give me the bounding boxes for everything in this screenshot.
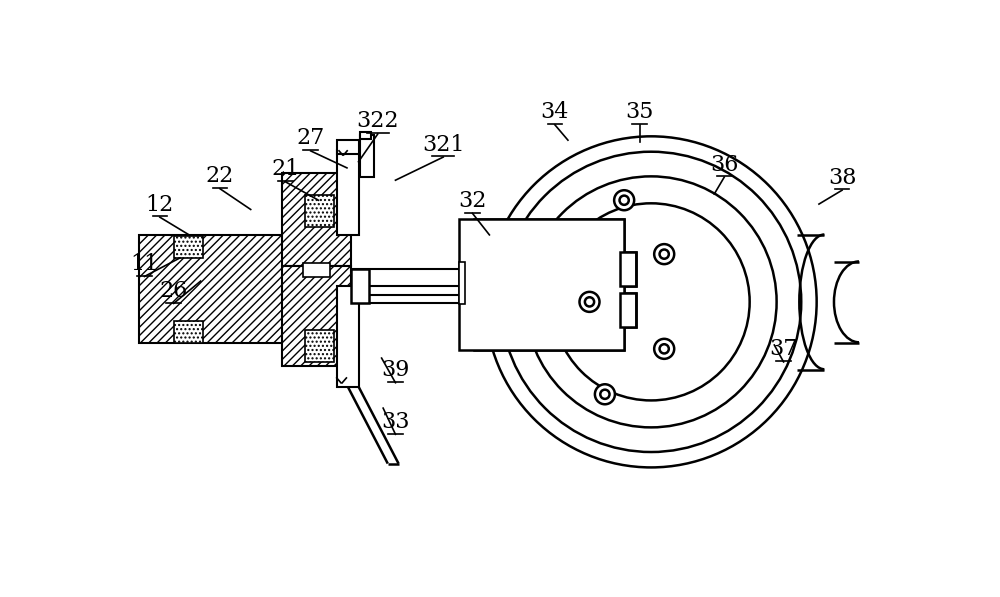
Bar bbox=[620, 252, 636, 287]
Bar bbox=[303, 263, 330, 277]
Text: 322: 322 bbox=[356, 110, 399, 133]
Bar bbox=[337, 140, 358, 154]
Bar bbox=[474, 262, 480, 304]
Text: 321: 321 bbox=[422, 134, 464, 156]
Text: 32: 32 bbox=[458, 190, 487, 212]
Text: 11: 11 bbox=[130, 253, 159, 275]
Text: 35: 35 bbox=[625, 101, 654, 123]
Bar bbox=[474, 220, 624, 350]
Text: 39: 39 bbox=[381, 359, 410, 381]
Bar bbox=[305, 330, 334, 362]
Circle shape bbox=[501, 152, 801, 452]
Text: 36: 36 bbox=[710, 153, 738, 176]
Text: 38: 38 bbox=[828, 167, 856, 189]
Text: 34: 34 bbox=[541, 101, 569, 123]
Text: 26: 26 bbox=[160, 280, 188, 302]
Text: 37: 37 bbox=[769, 338, 798, 361]
Circle shape bbox=[654, 339, 674, 359]
Bar bbox=[305, 195, 334, 227]
Circle shape bbox=[526, 176, 777, 427]
Circle shape bbox=[654, 244, 674, 264]
Bar bbox=[282, 173, 351, 266]
Bar bbox=[620, 293, 636, 327]
Circle shape bbox=[620, 196, 629, 205]
Text: 22: 22 bbox=[206, 165, 234, 187]
Bar bbox=[620, 293, 636, 327]
Circle shape bbox=[595, 384, 615, 404]
Text: 12: 12 bbox=[146, 193, 174, 216]
Bar bbox=[459, 220, 624, 350]
Text: 33: 33 bbox=[381, 411, 410, 433]
Bar bbox=[360, 133, 371, 139]
Text: 27: 27 bbox=[297, 127, 325, 149]
Circle shape bbox=[614, 190, 634, 210]
Bar bbox=[337, 287, 358, 387]
Bar bbox=[174, 236, 203, 258]
Circle shape bbox=[660, 250, 669, 259]
Bar bbox=[459, 220, 624, 350]
Bar bbox=[351, 269, 369, 303]
Circle shape bbox=[553, 204, 750, 401]
Circle shape bbox=[579, 292, 600, 312]
Circle shape bbox=[585, 297, 594, 306]
Bar bbox=[174, 321, 203, 343]
Text: 21: 21 bbox=[271, 158, 299, 180]
Bar bbox=[337, 150, 358, 235]
Bar bbox=[139, 235, 305, 343]
Circle shape bbox=[486, 136, 817, 467]
Bar bbox=[282, 266, 351, 366]
Bar bbox=[360, 135, 374, 177]
Circle shape bbox=[600, 390, 610, 399]
Circle shape bbox=[660, 344, 669, 353]
Bar bbox=[620, 252, 636, 287]
Bar bbox=[459, 262, 465, 304]
